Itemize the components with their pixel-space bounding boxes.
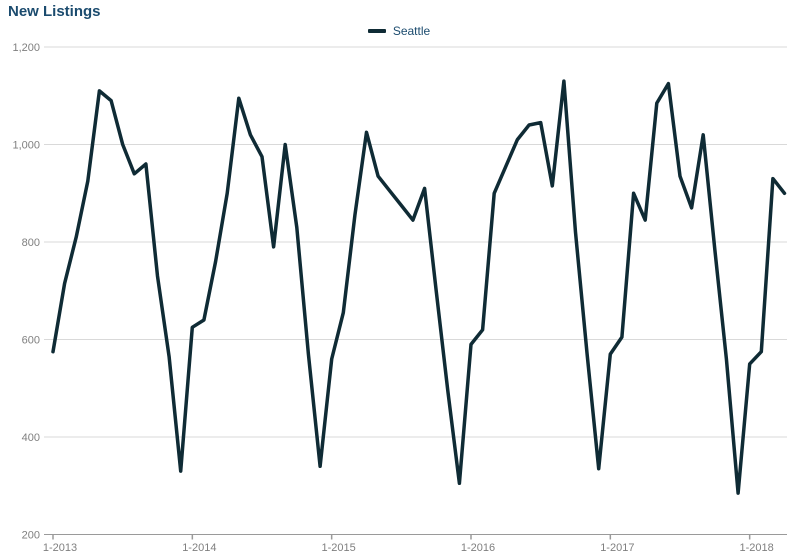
x-axis-label: 1-2018 [740,542,774,554]
x-axis-label: 1-2014 [182,542,216,554]
x-axis-label: 1-2013 [43,542,77,554]
series-line-seattle [51,79,787,495]
chart-title: New Listings [8,3,101,20]
y-axis-label: 400 [22,432,40,444]
x-axis-label: 1-2017 [600,542,634,554]
x-axis-label: 1-2016 [461,542,495,554]
x-axis-label: 1-2015 [322,542,356,554]
legend-swatch [367,29,386,33]
legend-label: Seattle [392,24,431,38]
y-axis-label: 800 [22,237,40,249]
y-axis-label: 1,000 [12,140,40,152]
y-axis-label: 600 [22,335,40,347]
y-axis-label: 200 [22,530,40,542]
legend: Seattle [0,24,798,38]
y-axis-label: 1,200 [12,42,40,54]
